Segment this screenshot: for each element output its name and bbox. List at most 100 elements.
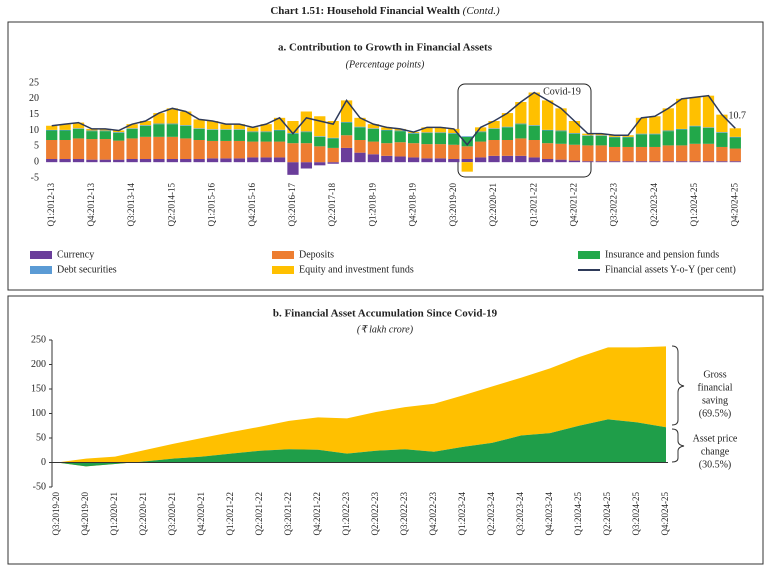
bar-segment (206, 158, 219, 163)
x-tick-label: Q2:2023-24 (649, 183, 659, 227)
bar-segment (622, 137, 634, 147)
annotation: change (701, 446, 730, 457)
bar-segment (59, 130, 71, 140)
bar-segment (220, 124, 232, 130)
bar-segment (689, 126, 701, 144)
bar-segment (153, 159, 165, 163)
bar-segment (340, 121, 353, 123)
bar-segment (461, 136, 473, 147)
bar-segment (595, 135, 607, 136)
bar-segment (113, 130, 125, 133)
bar-segment (72, 138, 85, 159)
bar-segment (354, 126, 366, 128)
legend-label: Equity and investment funds (299, 264, 414, 275)
bar-segment (166, 159, 178, 163)
bar-segment (367, 124, 380, 129)
bar-segment (86, 130, 98, 132)
bar-segment (340, 100, 353, 122)
bar-segment (528, 125, 540, 126)
bar-segment (461, 146, 473, 159)
bar-segment (59, 124, 71, 130)
x-tick-label: Q3:2013-14 (126, 183, 136, 227)
y-tick-label: 0 (41, 457, 46, 468)
bar-segment (568, 144, 581, 161)
bar-segment (233, 140, 245, 159)
bar-segment (220, 129, 232, 141)
bar-segment (568, 133, 581, 145)
brace (671, 428, 685, 463)
bar-segment (488, 121, 500, 129)
page-title: Chart 1.51: Household Financial Wealth (… (270, 5, 500, 17)
x-tick-label: Q2:2020-21 (488, 183, 498, 227)
bar-segment (354, 117, 366, 127)
bar-segment (515, 124, 527, 139)
bar-segment (729, 148, 741, 162)
bar-segment (448, 133, 460, 134)
x-tick-label: Q4:2018-19 (408, 183, 418, 227)
bar-segment (193, 140, 205, 159)
bar-segment (582, 133, 594, 136)
bar-segment (113, 140, 125, 160)
y-tick-label: 50 (36, 432, 46, 443)
bar-segment (434, 144, 447, 159)
bar-segment (448, 133, 460, 145)
bar-segment (488, 155, 500, 163)
bar-segment (180, 125, 192, 139)
y-tick-label: 250 (31, 334, 46, 345)
bar-segment (582, 135, 594, 136)
x-tick-label: Q4:2023-24 (544, 492, 554, 536)
x-tick-label: Q4:2021-22 (312, 492, 322, 536)
bar-segment (542, 100, 554, 130)
annotation: Gross (703, 369, 726, 380)
bar-segment (273, 117, 286, 130)
bar-segment (287, 133, 299, 144)
bar-segment (676, 129, 688, 146)
x-tick-label: Q1:2024-25 (573, 492, 583, 536)
bar-segment (206, 140, 219, 159)
bar-segment (649, 146, 661, 162)
title-note: (Contd.) (463, 5, 500, 17)
bar-segment (126, 128, 138, 139)
bar-segment (327, 138, 339, 148)
bar-segment (72, 159, 85, 163)
bar-segment (676, 98, 688, 129)
bar-segment (46, 125, 58, 130)
bar-segment (220, 140, 232, 159)
y-tick-label: 0 (34, 156, 39, 167)
bar-segment (528, 92, 540, 126)
bar-segment (542, 129, 554, 131)
bar-segment (689, 125, 701, 127)
bar-segment (260, 124, 272, 132)
x-tick-label: Q2:2020-21 (138, 492, 148, 536)
bar-segment (676, 145, 688, 162)
legend-swatch (272, 266, 294, 274)
bar-segment (501, 155, 514, 163)
brace (671, 345, 685, 426)
bar-segment (622, 136, 634, 138)
bar-segment (568, 121, 581, 134)
bar-segment (421, 158, 433, 163)
bar-segment (260, 141, 272, 158)
x-tick-label: Q4:2021-22 (569, 183, 579, 227)
bar-segment (649, 116, 661, 134)
bar-segment (381, 130, 393, 144)
bar-segment (327, 147, 339, 163)
title: Chart 1.51: Household Financial Wealth (270, 5, 460, 17)
bar-segment (622, 161, 634, 163)
x-tick-label: Q2:2017-18 (327, 183, 337, 227)
bar-segment (381, 127, 393, 130)
bar-segment (622, 146, 634, 162)
legend-swatch (578, 251, 600, 259)
bar-segment (233, 158, 245, 163)
bar-segment (367, 128, 380, 142)
bar-segment (260, 131, 272, 133)
x-tick-label: Q3:2020-21 (167, 492, 177, 536)
bar-segment (153, 123, 165, 125)
bar-segment (99, 130, 111, 132)
bar-segment (461, 136, 473, 137)
bar-segment (515, 138, 527, 156)
bar-segment (273, 130, 286, 142)
x-tick-label: Q1:2015-16 (207, 183, 217, 227)
bar-segment (662, 130, 674, 132)
y-tick-label: 10 (29, 125, 39, 136)
